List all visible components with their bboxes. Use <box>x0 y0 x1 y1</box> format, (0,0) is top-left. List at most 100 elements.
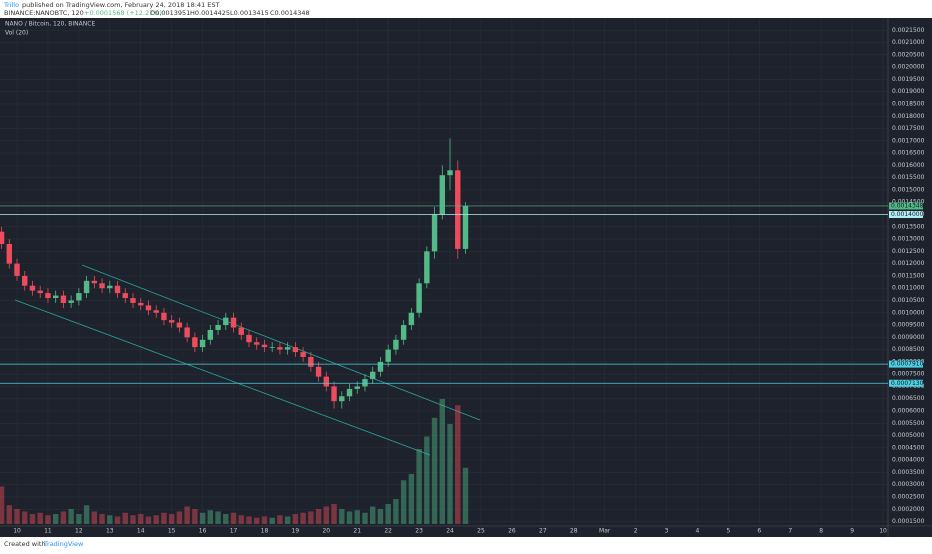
x-tick-label: 21 <box>353 528 361 535</box>
candle-body <box>114 285 121 294</box>
volume-bar <box>277 515 283 524</box>
price-tag-label: 0.0007910 <box>891 361 924 368</box>
candle-body <box>122 293 128 299</box>
x-tick-label: 20 <box>322 528 330 535</box>
y-tick-label: 0.0008500 <box>892 346 925 353</box>
y-tick-label: 0.0020500 <box>892 51 925 58</box>
y-tick-label: 0.0020000 <box>892 64 925 71</box>
candle-body <box>60 295 67 303</box>
volume-bar <box>408 474 415 524</box>
x-tick-label: Mar <box>599 528 611 535</box>
change: +0.0001568 (+12.27%) <box>84 9 162 17</box>
x-tick-label: 19 <box>292 528 300 535</box>
price-tag <box>889 379 923 387</box>
price-tag-label: 0.0014348 <box>891 202 924 209</box>
footer-brand[interactable]: TradingView <box>43 540 84 548</box>
volume-bar <box>52 514 59 524</box>
y-tick-label: 0.0015000 <box>892 186 925 193</box>
candle-body <box>300 352 306 357</box>
volume-bar <box>130 515 136 524</box>
candle-body <box>153 310 159 313</box>
y-tick-label: 0.0002500 <box>892 493 925 500</box>
y-tick-label: 0.0016000 <box>892 162 925 169</box>
x-tick-label: 13 <box>106 528 114 535</box>
author[interactable]: Trillo <box>3 1 19 9</box>
y-tick-label: 0.0015500 <box>892 174 925 181</box>
candle-body <box>439 175 446 215</box>
candle-body <box>176 322 183 328</box>
candle-body <box>29 285 36 291</box>
y-tick-label: 0.0009500 <box>892 322 925 329</box>
candle-body <box>22 275 28 286</box>
y-tick-label: 0.0001500 <box>892 518 925 525</box>
candle-body <box>416 283 422 313</box>
x-tick-label: 11 <box>44 528 52 535</box>
candle-body <box>462 205 469 249</box>
candle-body <box>130 298 136 303</box>
x-tick-label: 5 <box>726 528 730 535</box>
footer-band <box>0 537 932 550</box>
volume-bar <box>292 514 299 524</box>
volume-bar <box>254 517 260 524</box>
ohlc-open: O0.0013951 <box>150 9 190 17</box>
candle-body <box>354 386 360 389</box>
volume-bar <box>354 510 360 524</box>
volume-bar <box>400 480 407 524</box>
price-tag <box>889 360 923 368</box>
volume-bar <box>230 512 237 524</box>
volume-bar <box>68 509 74 524</box>
volume-bar <box>76 514 82 524</box>
x-tick-label: 8 <box>819 528 823 535</box>
candle-body <box>215 325 221 330</box>
y-tick-label: 0.0019000 <box>892 88 925 95</box>
price-tag <box>889 202 923 210</box>
y-tick-label: 0.0012000 <box>892 260 925 267</box>
candle-body <box>83 280 90 294</box>
x-tick-label: 28 <box>570 528 578 535</box>
volume-bar <box>416 449 422 524</box>
volume-bar <box>362 512 368 524</box>
y-tick-label: 0.0012500 <box>892 248 925 255</box>
y-tick-label: 0.0017500 <box>892 125 925 132</box>
candle-body <box>393 339 399 350</box>
volume-label: Vol (20) <box>5 30 28 37</box>
volume-bar <box>238 515 244 524</box>
y-tick-label: 0.0021000 <box>892 39 925 46</box>
volume-bar <box>215 511 221 524</box>
volume-bar <box>176 511 183 524</box>
x-tick-label: 7 <box>788 528 792 535</box>
candle-body <box>207 329 214 340</box>
volume-bar <box>138 514 144 524</box>
x-tick-label: 18 <box>261 528 269 535</box>
candle-body <box>246 334 252 343</box>
volume-bar <box>455 405 461 524</box>
volume-bar <box>284 516 291 524</box>
footer-created: Created with <box>4 540 46 548</box>
candle-body <box>99 283 105 289</box>
candle-body <box>52 295 59 299</box>
volume-bar <box>269 517 275 524</box>
y-tick-label: 0.0009000 <box>892 334 925 341</box>
x-tick-label: 26 <box>508 528 516 535</box>
candle-body <box>323 376 330 387</box>
candle-body <box>377 361 384 372</box>
volume-bar <box>168 514 175 524</box>
volume-bar <box>6 505 12 524</box>
plot-bg <box>0 18 932 537</box>
candle-body <box>277 347 283 350</box>
price-tag <box>889 211 923 219</box>
candle-body <box>184 327 190 338</box>
volume-bar <box>91 511 98 524</box>
symbol: BINANCE:NANOBTC, 120 <box>4 9 84 17</box>
y-tick-label: 0.0014500 <box>892 199 925 206</box>
candle-body <box>76 293 82 301</box>
volume-bar <box>261 516 268 524</box>
y-tick-label: 0.0021500 <box>892 27 925 34</box>
candle-body <box>0 231 5 244</box>
candle-body <box>230 317 237 328</box>
volume-bar <box>207 510 214 524</box>
y-tick-label: 0.0006000 <box>892 408 925 415</box>
volume-bar <box>37 512 43 524</box>
volume-bar <box>300 512 306 524</box>
candle-body <box>238 327 244 335</box>
